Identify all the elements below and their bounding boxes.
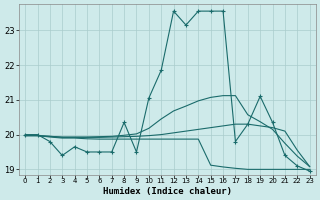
X-axis label: Humidex (Indice chaleur): Humidex (Indice chaleur) (103, 187, 232, 196)
